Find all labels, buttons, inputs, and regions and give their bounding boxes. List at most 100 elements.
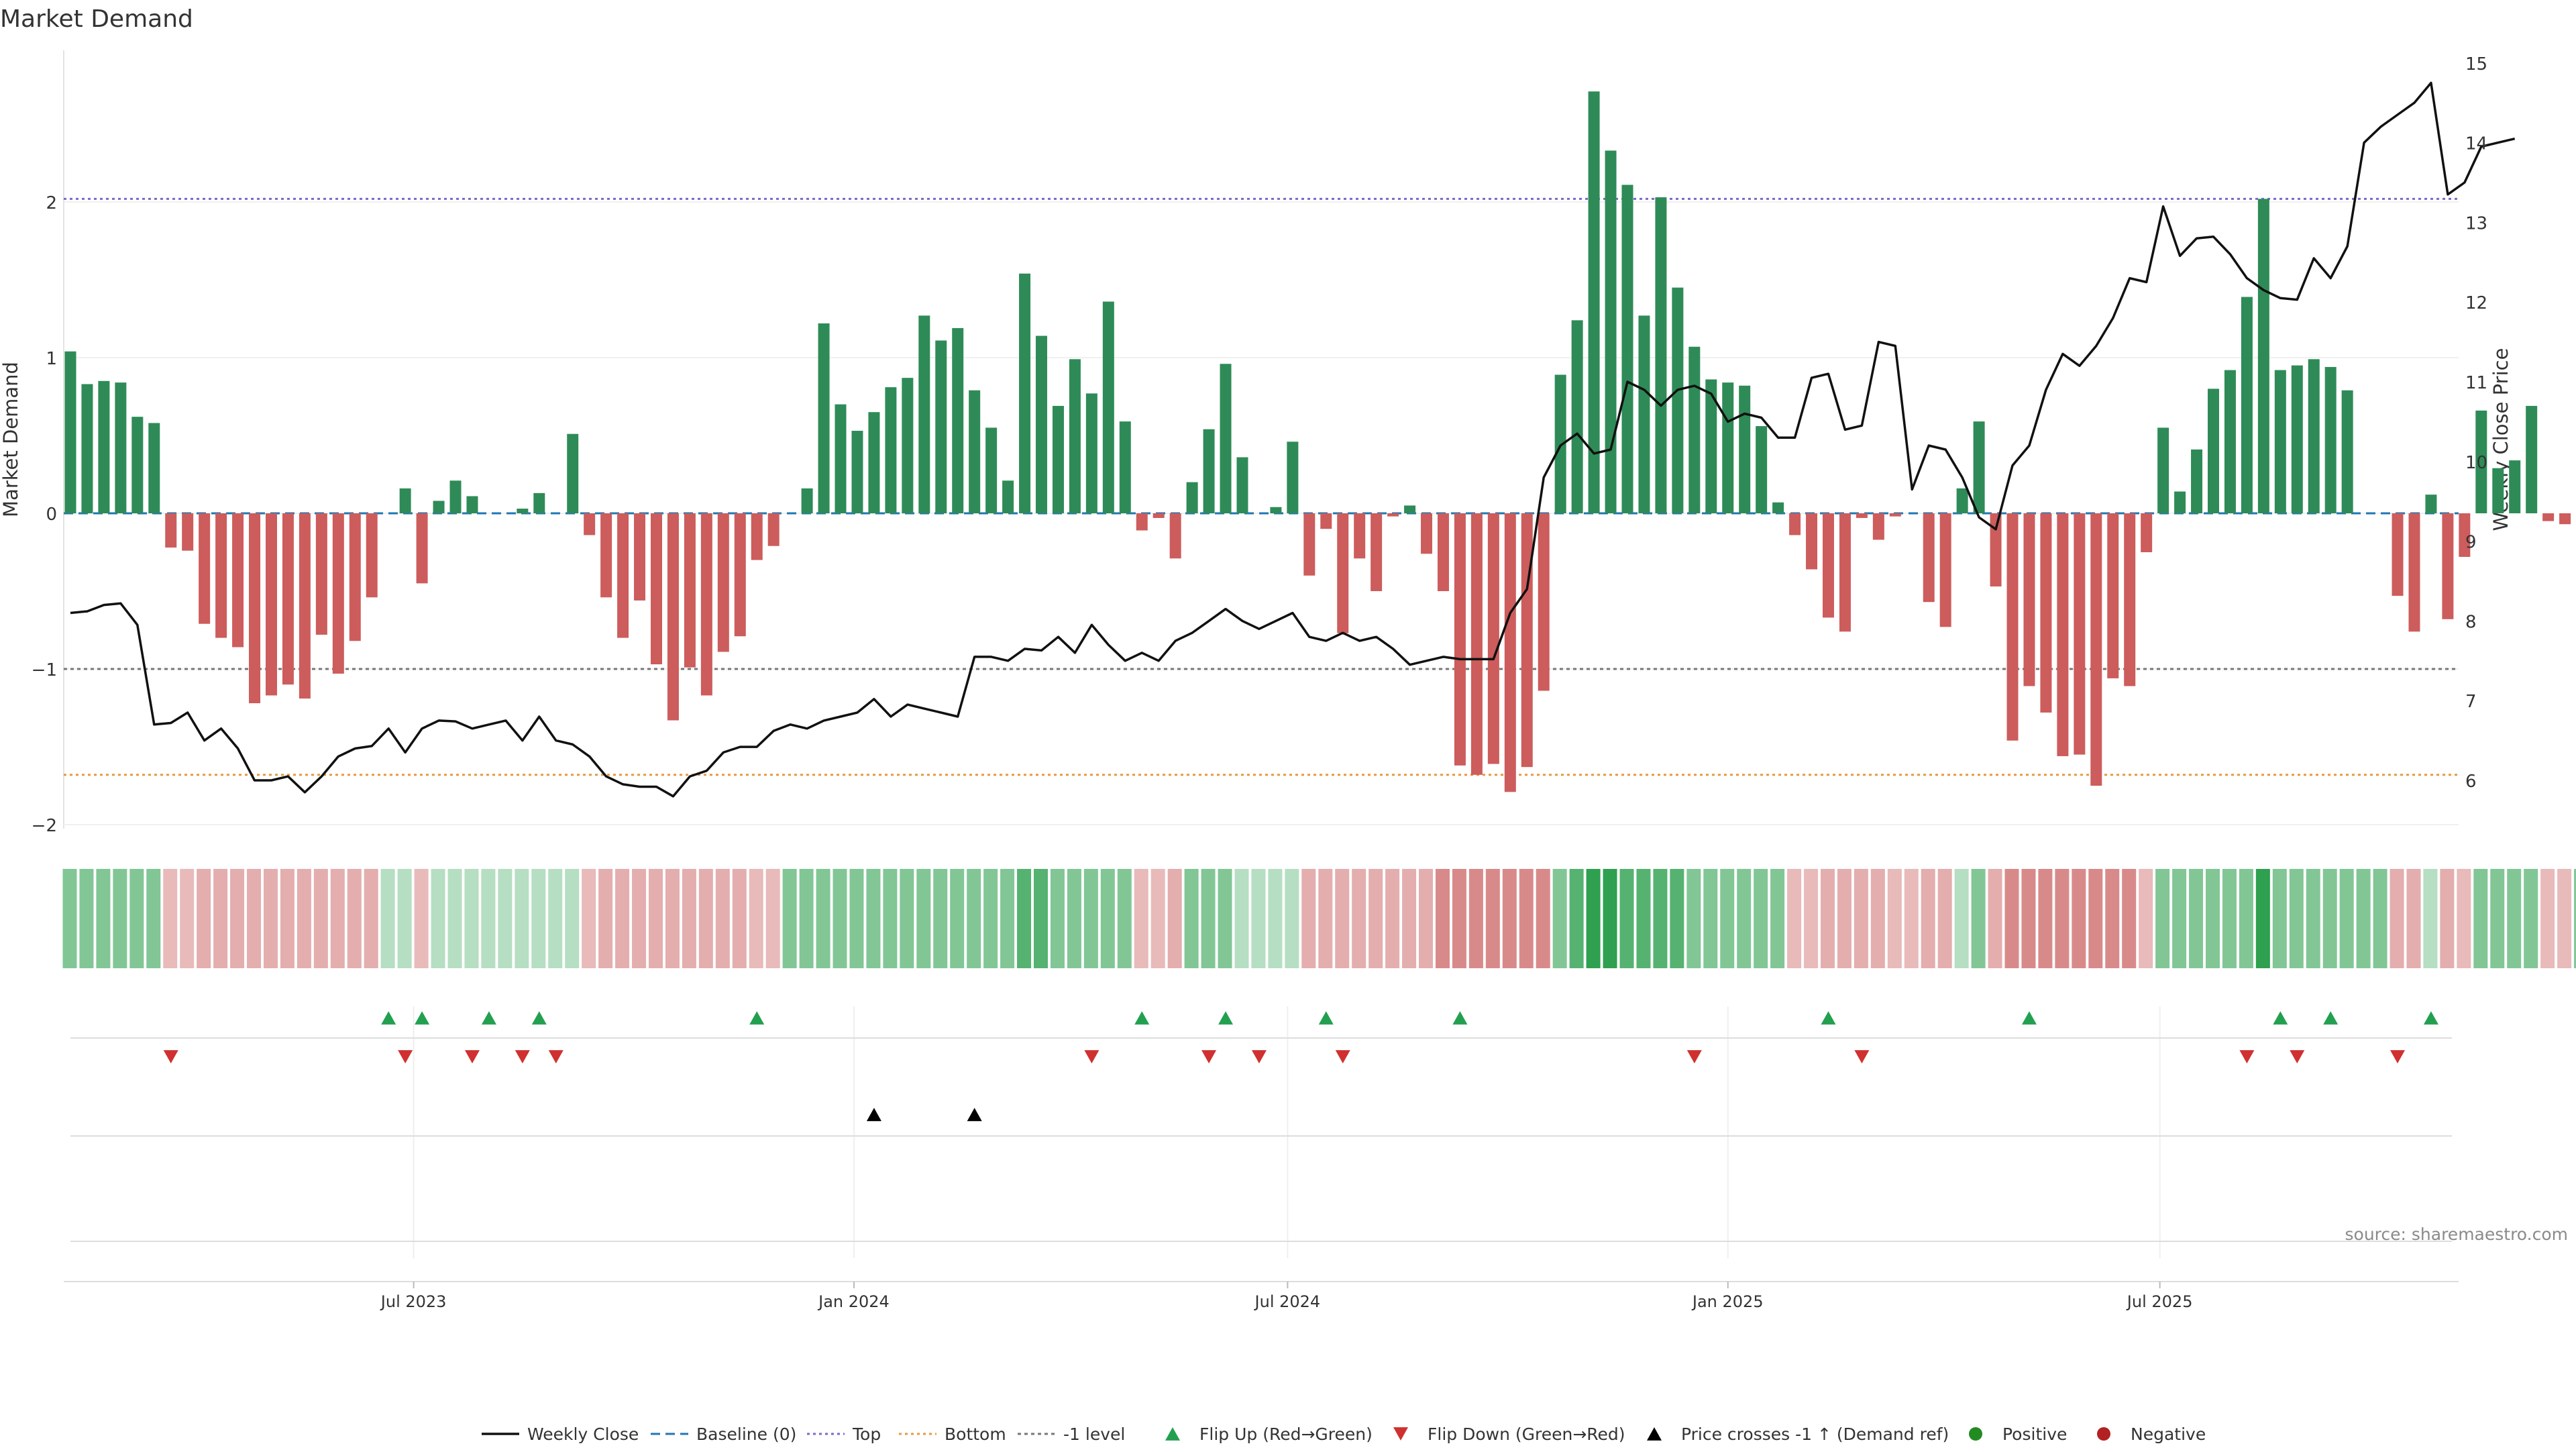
right-tick-label: 10 — [2465, 453, 2487, 473]
price-cross-marker — [867, 1108, 881, 1121]
heat-strip-cell — [2088, 869, 2102, 968]
heat-strip-cell — [431, 869, 445, 968]
positive-demand-bar — [851, 431, 863, 513]
heat-strip-cell — [2005, 869, 2019, 968]
heat-strip-cell — [1636, 869, 1650, 968]
negative-demand-bar — [333, 513, 344, 674]
heat-strip-cell — [1168, 869, 1182, 968]
negative-demand-bar — [1387, 513, 1399, 517]
demand-bars — [65, 91, 2576, 792]
heat-strip-cell — [2072, 869, 2086, 968]
negative-demand-bar — [2074, 513, 2085, 755]
heat-strip-cell — [649, 869, 663, 968]
heat-strip-cell — [582, 869, 596, 968]
heat-strip-cell — [1251, 869, 1265, 968]
positive-demand-bar — [517, 509, 528, 513]
positive-demand-bar — [567, 434, 578, 513]
right-tick-label: 13 — [2465, 213, 2487, 234]
flip-down-marker — [2390, 1050, 2405, 1064]
heat-strip-cell — [1587, 869, 1601, 968]
heat-strip-cell — [531, 869, 545, 968]
heat-strip-cell — [1804, 869, 1818, 968]
right-tick-label: 12 — [2465, 293, 2487, 313]
legend-item: Baseline (0) — [651, 1424, 796, 1444]
heat-strip-cell — [364, 869, 378, 968]
heat-strip-cell — [180, 869, 194, 968]
positive-demand-bar — [65, 352, 76, 513]
flip-up-marker — [2022, 1011, 2037, 1025]
positive-demand-bar — [2174, 492, 2186, 513]
positive-demand-bar — [1053, 406, 1064, 513]
legend-item: Top — [807, 1424, 881, 1444]
flip-down-marker — [1687, 1050, 1702, 1064]
heat-strip-cell — [1620, 869, 1634, 968]
positive-demand-bar — [868, 412, 879, 513]
right-tick-label: 9 — [2465, 533, 2477, 553]
heat-strip-cell — [2490, 869, 2504, 968]
left-tick-label: 0 — [46, 505, 57, 525]
x-tick-label: Jul 2025 — [2126, 1292, 2193, 1311]
flip-down-marker — [2239, 1050, 2254, 1064]
heat-strip-cell — [1318, 869, 1332, 968]
negative-demand-bar — [2392, 513, 2404, 596]
heat-strip-cell — [1402, 869, 1416, 968]
right-tick-label: 15 — [2465, 54, 2487, 74]
negative-demand-bar — [182, 513, 193, 551]
left-tick-label: 1 — [46, 349, 57, 369]
positive-demand-bar — [918, 315, 930, 513]
legend-item: Bottom — [899, 1424, 1006, 1444]
legend-item: -1 level — [1018, 1424, 1125, 1444]
positive-demand-bar — [1638, 315, 1650, 513]
heat-strip-cell — [1352, 869, 1366, 968]
flip-down-marker — [1084, 1050, 1099, 1064]
legend-label: Positive — [2002, 1424, 2067, 1444]
legend-label: Price crosses -1 ↑ (Demand ref) — [1681, 1424, 1949, 1444]
positive-demand-bar — [148, 423, 160, 513]
flip-down-marker — [2290, 1050, 2304, 1064]
legend: Weekly Close Baseline (0) Top Bottom -1 leve… — [482, 1424, 2206, 1444]
flip-down-marker — [398, 1050, 413, 1064]
positive-demand-bar — [1572, 320, 1583, 513]
flip-down-marker — [1252, 1050, 1267, 1064]
heat-strip-cell — [1653, 869, 1667, 968]
negative-demand-bar — [684, 513, 696, 668]
heat-strip-cell — [1368, 869, 1383, 968]
heat-strip-cell — [1034, 869, 1048, 968]
positive-demand-bar — [985, 427, 997, 513]
negative-demand-bar — [1923, 513, 1935, 602]
heat-strip-cell — [398, 869, 412, 968]
positive-demand-bar — [818, 323, 830, 513]
negative-demand-bar — [1371, 513, 1382, 591]
legend-label: Top — [852, 1424, 881, 1444]
flip-up-marker — [381, 1011, 396, 1025]
legend-label: Weekly Close — [527, 1424, 639, 1444]
positive-demand-bar — [1086, 393, 1097, 513]
heat-strip-cell — [1988, 869, 2002, 968]
negative-demand-bar — [1990, 513, 2002, 586]
positive-demand-bar — [902, 378, 913, 513]
positive-demand-bar — [2526, 406, 2537, 513]
legend-label: Flip Up (Red→Green) — [1199, 1424, 1373, 1444]
negative-demand-bar — [232, 513, 244, 647]
negative-demand-bar — [2007, 513, 2019, 741]
heat-strip-cell — [1436, 869, 1450, 968]
heat-strip-cell — [866, 869, 880, 968]
heat-strip-cell — [1871, 869, 1885, 968]
legend-item: Weekly Close — [482, 1424, 639, 1444]
negative-demand-bar — [667, 513, 679, 721]
legend-item: Price crosses -1 ↑ (Demand ref) — [1647, 1424, 1949, 1444]
heat-strip-cell — [448, 869, 462, 968]
heat-strip-cell — [1486, 869, 1500, 968]
heat-strip-cell — [1151, 869, 1165, 968]
flip-up-marker — [749, 1011, 764, 1025]
positive-demand-bar — [2342, 391, 2353, 513]
negative-demand-bar — [1488, 513, 1499, 764]
heat-strip-cell — [264, 869, 278, 968]
flip-up-marker — [415, 1011, 429, 1025]
negative-demand-bar — [600, 513, 612, 597]
negative-demand-bar — [718, 513, 729, 652]
heat-strip-cell — [63, 869, 77, 968]
heat-strip-cell — [1419, 869, 1433, 968]
negative-demand-bar — [1170, 513, 1181, 558]
